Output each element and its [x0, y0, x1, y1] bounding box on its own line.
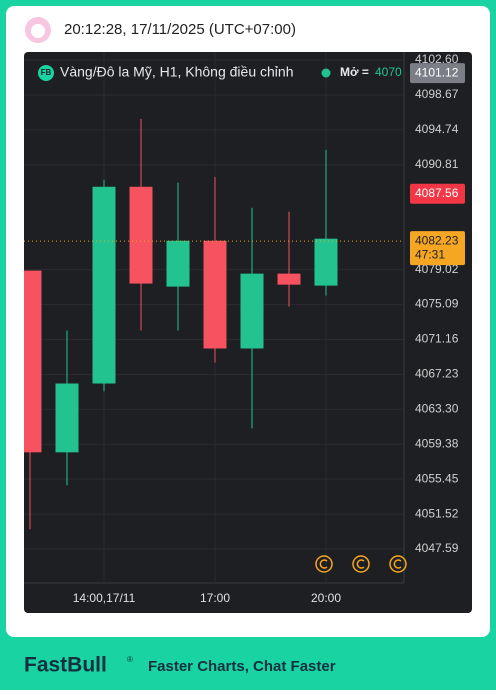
y-tick-label: 4090.81 [415, 157, 459, 171]
price-label: 4082.23 [415, 233, 459, 247]
event-icon[interactable] [352, 555, 370, 573]
x-tick-label: 17:00 [200, 591, 230, 605]
plot [24, 118, 404, 530]
candle-body [314, 238, 338, 286]
timestamp: 20:12:28, 17/11/2025 (UTC+07:00) [64, 21, 296, 38]
legend-title: Vàng/Đô la Mỹ, H1, Không điều chỉnh [60, 64, 293, 80]
x-tick-label: 20:00 [311, 591, 341, 605]
x-tick-label: 14:00,17/11 [73, 591, 136, 605]
price-label-box [410, 63, 465, 84]
symbol-icon [38, 65, 54, 81]
price-label: 4087.56 [415, 186, 459, 200]
candle-body [203, 240, 227, 349]
y-tick-label: 4071.16 [415, 332, 459, 346]
y-tick-label: 4079.02 [415, 262, 459, 276]
y-tick-label: 4094.74 [415, 122, 459, 136]
symbol-text: FB [41, 68, 52, 77]
event-icon-glyph [319, 559, 402, 569]
open-value: 4070 [375, 65, 402, 79]
event-markers [315, 555, 407, 573]
price-label-box [410, 231, 465, 266]
avatar-face [31, 24, 45, 38]
tagline: Faster Charts, Chat Faster [148, 658, 336, 675]
brand-mark: ® [127, 655, 133, 664]
open-label: Mở = [340, 65, 369, 79]
candle-body [166, 240, 190, 287]
candle-body [129, 186, 153, 284]
event-icon[interactable] [315, 555, 333, 573]
price-label: 4101.12 [415, 65, 459, 79]
y-tick-label: 4075.09 [415, 297, 459, 311]
y-tick-label: 4067.23 [415, 367, 459, 381]
price-label-box [410, 183, 465, 204]
y-tick-label: 4098.67 [415, 87, 459, 101]
y-tick-label: 4063.30 [415, 402, 459, 416]
y-tick-label: 4102.60 [415, 52, 459, 66]
candle-body [55, 383, 79, 453]
y-tick-label: 4059.38 [415, 436, 459, 450]
candle-body [240, 273, 264, 349]
candle-body [277, 273, 301, 285]
y-tick-label: 4047.59 [415, 541, 459, 555]
y-axis: 4102.60 4098.67 4094.74 4090.81 4079.02 4075.… [73, 52, 465, 605]
brand: FastBull [24, 654, 107, 677]
y-tick-label: 4051.52 [415, 506, 459, 520]
y-tick-label: 4055.45 [415, 471, 459, 485]
candle-body [92, 186, 116, 384]
countdown: 47:31 [415, 247, 445, 261]
event-icon[interactable] [389, 555, 407, 573]
legend-dot [321, 68, 331, 78]
candle-body [24, 270, 42, 453]
